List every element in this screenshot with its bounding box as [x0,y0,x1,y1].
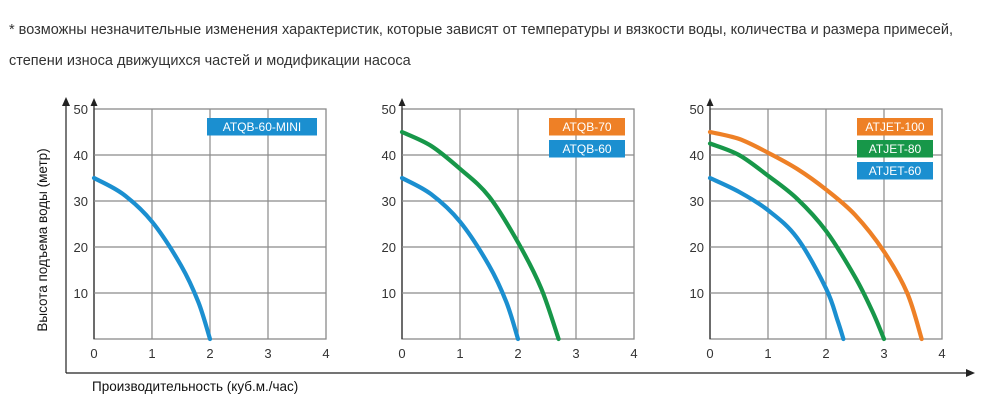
chart-panel-1: 0 1 2 3 4 10 20 30 40 50 ATQB-60-MINI [74,98,330,361]
legend-badge-atqb-60-mini [207,118,317,136]
series-line-atqb-60 [399,175,521,342]
legend-badge-atqb-70 [549,118,625,136]
chart-panel-2: 0 1 2 3 4 10 20 30 40 50 ATQB-70 ATQB-60 [382,98,638,361]
y-tick-label: 40 [74,148,88,163]
legend-badge-atjet-80 [857,140,933,158]
y-tick-label: 20 [690,240,704,255]
y-tick-label: 20 [382,240,396,255]
series-line-atqb-60-mini [91,175,213,342]
series-line-atjet-60 [707,175,846,342]
x-tick-label: 4 [630,346,637,361]
x-tick-label: 1 [148,346,155,361]
series-line-unlabeled-2 [399,129,561,342]
y-axis-label: Высота подъема воды (метр) [35,148,50,331]
x-axis-arrow-icon [966,369,975,377]
legend-label: ATQB-60 [562,142,611,156]
x-tick-label: 1 [764,346,771,361]
y-tick-label: 30 [74,194,88,209]
series-line-atjet-100 [707,129,924,342]
series-line-atjet-80 [707,141,887,342]
x-tick-label: 1 [456,346,463,361]
x-tick-label: 2 [206,346,213,361]
disclaimer-note: * возможны незначительные изменения хара… [9,22,954,69]
y-tick-label: 30 [382,194,396,209]
legend-label: ATQB-70 [562,120,611,134]
y-tick-label: 10 [382,286,396,301]
legend-badge-atqb-60 [549,140,625,158]
x-tick-label: 3 [264,346,271,361]
y-tick-label: 30 [690,194,704,209]
x-axis-label: Производительность (куб.м./час) [92,379,298,394]
legend-label: ATQB-60-MINI [223,120,301,134]
y-tick-label: 40 [382,148,396,163]
y-tick-label: 50 [74,102,88,117]
y-tick-label: 10 [690,286,704,301]
legend-label: ATJET-80 [869,142,922,156]
x-tick-label: 0 [706,346,713,361]
x-tick-label: 0 [398,346,405,361]
legend-label: ATJET-60 [869,164,922,178]
y-axis-arrow-icon [90,98,98,106]
x-tick-label: 0 [90,346,97,361]
y-tick-label: 50 [690,102,704,117]
y-axis-arrow-icon [706,98,714,106]
chart-panel-3: 0 1 2 3 4 10 20 30 40 50 ATJET-100 ATJET-80 ATJET-60 [690,98,946,361]
legend-badge-atjet-100 [857,118,933,136]
y-tick-label: 50 [382,102,396,117]
y-axis-arrow-icon [62,97,70,106]
y-tick-label: 20 [74,240,88,255]
x-tick-label: 4 [938,346,945,361]
x-tick-label: 4 [322,346,329,361]
y-axis-arrow-icon [398,98,406,106]
x-tick-label: 2 [822,346,829,361]
legend-label: ATJET-100 [865,120,924,134]
y-tick-label: 10 [74,286,88,301]
y-tick-label: 40 [690,148,704,163]
x-tick-label: 3 [880,346,887,361]
x-tick-label: 3 [572,346,579,361]
x-tick-label: 2 [514,346,521,361]
legend-badge-atjet-60 [857,162,933,180]
